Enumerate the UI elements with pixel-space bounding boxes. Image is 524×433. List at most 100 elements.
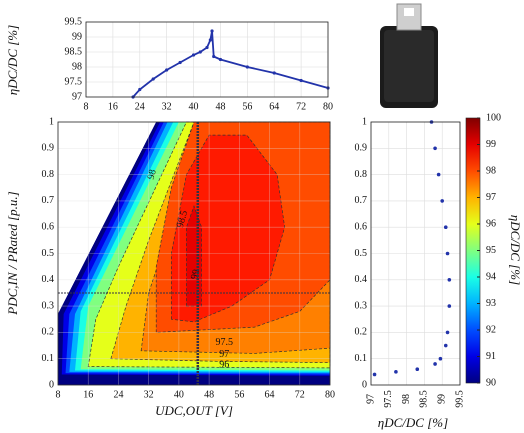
point [245, 65, 249, 69]
y-tick-label: 0.7 [42, 195, 55, 206]
colorbar-tick-label: 97 [486, 192, 496, 203]
line [132, 30, 329, 98]
colorbar-tick-label: 99 [486, 139, 496, 150]
grid [85, 21, 329, 98]
x-tick-label: 24 [113, 389, 123, 400]
x-tick-label: 99.5 [454, 390, 465, 408]
colorbar-tick-label: 98 [486, 165, 496, 176]
plot-frame [57, 121, 331, 386]
point [443, 225, 448, 229]
y-tick-label: 0.8 [42, 169, 55, 180]
y-tick-label: 0.4 [42, 274, 55, 285]
y-tick-label: 97.5 [65, 76, 83, 87]
y-tick-label: 98.5 [65, 46, 83, 57]
colorbar-tick-label: 91 [486, 351, 496, 362]
point [178, 60, 182, 65]
point [138, 87, 142, 92]
x-tick-label: 48 [215, 101, 225, 112]
point [165, 68, 169, 72]
y-tick-label: 0.5 [42, 248, 55, 259]
point [415, 367, 420, 372]
contour-label: 97 [219, 349, 229, 360]
y-tick-label: 0.6 [42, 221, 55, 232]
contour-label: 96 [219, 360, 229, 371]
point [210, 29, 214, 33]
x-tick-label: 40 [189, 101, 199, 112]
x-tick-label: 40 [174, 389, 184, 400]
y-tick-label: 0.2 [42, 327, 55, 338]
y-tick-label: 97 [72, 91, 82, 102]
x-axis-title: UDC,OUT [V] [155, 403, 233, 418]
x-tick-label: 98.5 [419, 390, 430, 408]
colorbar-title: ηDC/DC [%] [508, 215, 523, 285]
y-axis-title: PDC,IN / PRated [p.u.] [5, 191, 20, 316]
y-tick-label: 99 [72, 31, 82, 42]
x-tick-label: 72 [296, 101, 306, 112]
colorbar-tick-label: 95 [486, 245, 496, 256]
point [438, 356, 443, 361]
colorbar-tick-label: 100 [486, 112, 501, 123]
y-tick-label: 0.3 [42, 300, 55, 311]
x-axis-title: ηDC/DC [%] [378, 415, 448, 430]
x-tick-label: 97 [365, 394, 376, 404]
y-tick-label: 0.6 [355, 221, 368, 232]
point [272, 71, 276, 75]
point [433, 362, 437, 366]
x-tick-label: 24 [135, 101, 145, 112]
x-tick-label: 72 [295, 389, 305, 400]
y-tick-label: 0.2 [355, 327, 368, 338]
point [205, 45, 209, 50]
point [299, 78, 303, 83]
y-tick-label: 0 [362, 379, 367, 390]
colorbar-tick-label: 94 [486, 271, 496, 282]
x-tick-label: 99 [436, 394, 447, 404]
point [208, 38, 212, 42]
y-tick-label: 0.9 [42, 143, 55, 154]
colorbar-tick-label: 90 [486, 377, 496, 388]
point [445, 251, 450, 256]
x-tick-label: 56 [234, 389, 244, 400]
point [447, 304, 452, 308]
point [445, 330, 450, 335]
y-tick-label: 0.3 [355, 300, 368, 311]
colorbar-tick-label: 93 [486, 298, 496, 309]
point [443, 343, 448, 348]
point [191, 53, 196, 57]
y-tick-label: 1 [49, 116, 54, 127]
y-tick-label: 99.5 [65, 16, 83, 27]
x-tick-label: 80 [325, 389, 335, 400]
point [447, 278, 452, 282]
y-tick-label: 0.8 [355, 169, 368, 180]
x-tick-label: 64 [269, 101, 279, 112]
point [151, 77, 155, 81]
contour-label: 99 [189, 268, 202, 281]
device-photo [380, 3, 438, 108]
y-tick-label: 0 [49, 379, 54, 390]
x-tick-label: 8 [84, 101, 89, 112]
y-tick-label: 0.1 [42, 353, 55, 364]
point [218, 57, 223, 62]
x-tick-label: 56 [242, 101, 252, 112]
x-tick-label: 32 [144, 389, 154, 400]
x-tick-label: 64 [265, 389, 275, 400]
x-tick-label: 80 [323, 101, 333, 112]
x-tick-label: 16 [108, 101, 118, 112]
colorbar-tick-label: 92 [486, 324, 496, 335]
x-tick-label: 32 [162, 101, 172, 112]
point [436, 172, 441, 177]
plot-frame [370, 121, 461, 386]
contour-region [186, 205, 202, 307]
x-tick-label: 97.5 [383, 390, 394, 408]
point [394, 370, 398, 374]
y-tick-label: 1 [362, 116, 367, 127]
point [372, 372, 377, 377]
x-tick-label: 8 [56, 389, 61, 400]
plot-frame [85, 21, 329, 98]
y-tick-label: 0.7 [355, 195, 368, 206]
x-tick-label: 48 [204, 389, 214, 400]
x-tick-label: 98 [401, 394, 412, 404]
contour-label: 97.5 [215, 337, 233, 348]
y-tick-label: 98 [72, 61, 82, 72]
point [212, 54, 216, 59]
